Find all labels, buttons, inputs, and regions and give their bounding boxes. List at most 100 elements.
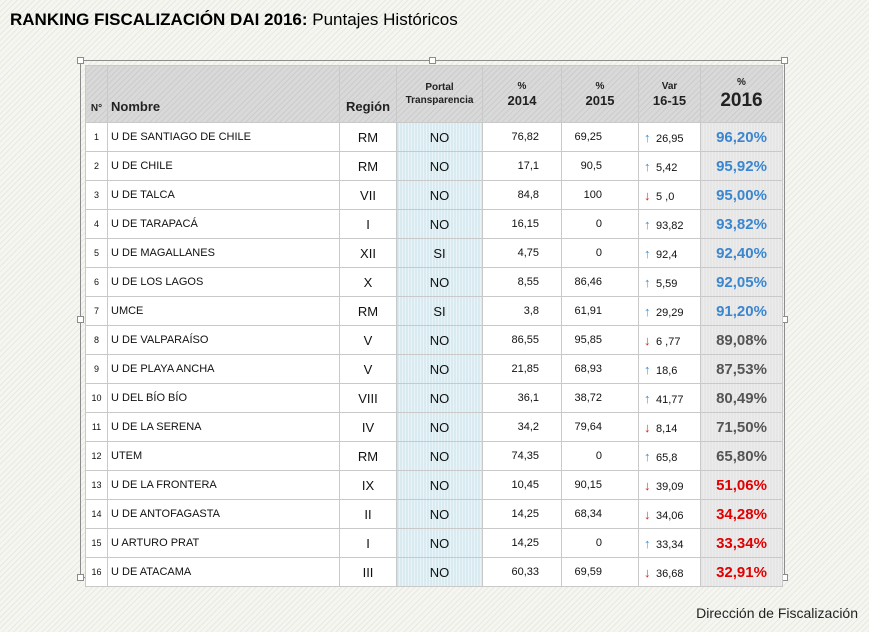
row-var: ↑ 5,59	[638, 267, 701, 297]
footer-text: Dirección de Fiscalización	[696, 605, 858, 621]
row-name: U DE MAGALLANES	[107, 238, 340, 268]
table-row: 14 U DE ANTOFAGASTA II NO 14,25 68,34 ↓ 34,06 34…	[85, 499, 783, 529]
row-2016: 95,00%	[700, 180, 783, 210]
row-var-value: 34,06	[656, 509, 684, 522]
header-portal-l2: Transparencia	[405, 95, 474, 106]
header-var-l1: Var	[661, 80, 678, 92]
row-2014: 76,82	[482, 122, 562, 152]
row-portal: NO	[396, 354, 483, 384]
row-var: ↑ 29,29	[638, 296, 701, 326]
row-number: 15	[85, 528, 108, 558]
table-row: 10 U DEL BÍO BÍO VIII NO 36,1 38,72 ↑ 41,77 80,4…	[85, 383, 783, 413]
row-2016: 34,28%	[700, 499, 783, 529]
row-2016: 65,80%	[700, 441, 783, 471]
header-2015: % 2015	[561, 65, 639, 123]
arrow-up-icon: ↑	[644, 390, 651, 406]
row-name: U DE CHILE	[107, 151, 340, 181]
table-row: 7 UMCE RM SI 3,8 61,91 ↑ 29,29 91,20%	[85, 296, 783, 326]
row-region: IX	[339, 470, 397, 500]
row-name: U DE PLAYA ANCHA	[107, 354, 340, 384]
row-name: U DE VALPARAÍSO	[107, 325, 340, 355]
row-var-value: 5,42	[656, 161, 678, 174]
row-2015: 68,93	[561, 354, 639, 384]
page-title: RANKING FISCALIZACIÓN DAI 2016: Puntajes…	[10, 10, 458, 30]
header-2015-l2: 2015	[585, 92, 615, 108]
row-2016: 91,20%	[700, 296, 783, 326]
arrow-down-icon: ↓	[644, 564, 651, 580]
resize-handle-top-right[interactable]	[781, 57, 788, 64]
row-region: RM	[339, 296, 397, 326]
row-var-value: 8,14	[656, 422, 678, 435]
arrow-up-icon: ↑	[644, 129, 651, 145]
row-number: 6	[85, 267, 108, 297]
row-2016: 92,05%	[700, 267, 783, 297]
row-2015: 86,46	[561, 267, 639, 297]
row-var-value: 92,4	[656, 248, 678, 261]
row-name: U DE TALCA	[107, 180, 340, 210]
row-portal: NO	[396, 383, 483, 413]
resize-handle-middle-left[interactable]	[77, 316, 84, 323]
row-2015: 0	[561, 209, 639, 239]
row-2015: 69,25	[561, 122, 639, 152]
resize-handle-top-left[interactable]	[77, 57, 84, 64]
row-name: UTEM	[107, 441, 340, 471]
row-portal: NO	[396, 412, 483, 442]
row-number: 16	[85, 557, 108, 587]
row-var-value: 39,09	[656, 480, 684, 493]
row-number: 9	[85, 354, 108, 384]
row-var-value: 18,6	[656, 364, 678, 377]
row-2014: 8,55	[482, 267, 562, 297]
row-name: U DEL BÍO BÍO	[107, 383, 340, 413]
row-var-value: 5,59	[656, 277, 678, 290]
row-2015: 100	[561, 180, 639, 210]
row-var-value: 93,82	[656, 219, 684, 232]
row-region: XII	[339, 238, 397, 268]
row-2014: 14,25	[482, 499, 562, 529]
row-region: IV	[339, 412, 397, 442]
row-var-value: 29,29	[656, 306, 684, 319]
row-portal: SI	[396, 238, 483, 268]
row-var: ↓ 36,68	[638, 557, 701, 587]
row-region: VIII	[339, 383, 397, 413]
row-var: ↑ 92,4	[638, 238, 701, 268]
row-region: X	[339, 267, 397, 297]
header-2016-l2: 2016	[720, 89, 763, 111]
row-var-value: 6 ,77	[656, 335, 681, 348]
row-var-value: 26,95	[656, 132, 684, 145]
header-2014-l1: %	[517, 80, 527, 92]
row-2014: 16,15	[482, 209, 562, 239]
header-n: N°	[85, 65, 108, 123]
row-region: RM	[339, 441, 397, 471]
row-portal: NO	[396, 557, 483, 587]
row-2014: 34,2	[482, 412, 562, 442]
row-2014: 17,1	[482, 151, 562, 181]
title-rest: Puntajes Históricos	[307, 10, 458, 29]
row-region: I	[339, 528, 397, 558]
row-2014: 14,25	[482, 528, 562, 558]
row-name: U DE TARAPACÁ	[107, 209, 340, 239]
row-2016: 89,08%	[700, 325, 783, 355]
row-2014: 10,45	[482, 470, 562, 500]
row-var-value: 5 ,0	[656, 190, 675, 203]
row-2014: 86,55	[482, 325, 562, 355]
row-2014: 84,8	[482, 180, 562, 210]
row-number: 1	[85, 122, 108, 152]
row-2014: 36,1	[482, 383, 562, 413]
resize-handle-bottom-left[interactable]	[77, 574, 84, 581]
arrow-up-icon: ↑	[644, 448, 651, 464]
row-2016: 96,20%	[700, 122, 783, 152]
row-number: 11	[85, 412, 108, 442]
row-var: ↑ 65,8	[638, 441, 701, 471]
row-region: VII	[339, 180, 397, 210]
row-2014: 21,85	[482, 354, 562, 384]
row-var: ↑ 93,82	[638, 209, 701, 239]
resize-handle-top-center[interactable]	[429, 57, 436, 64]
row-portal: NO	[396, 528, 483, 558]
row-2016: 51,06%	[700, 470, 783, 500]
row-var-value: 65,8	[656, 451, 678, 464]
header-var-l2: 16-15	[652, 92, 687, 108]
row-number: 8	[85, 325, 108, 355]
